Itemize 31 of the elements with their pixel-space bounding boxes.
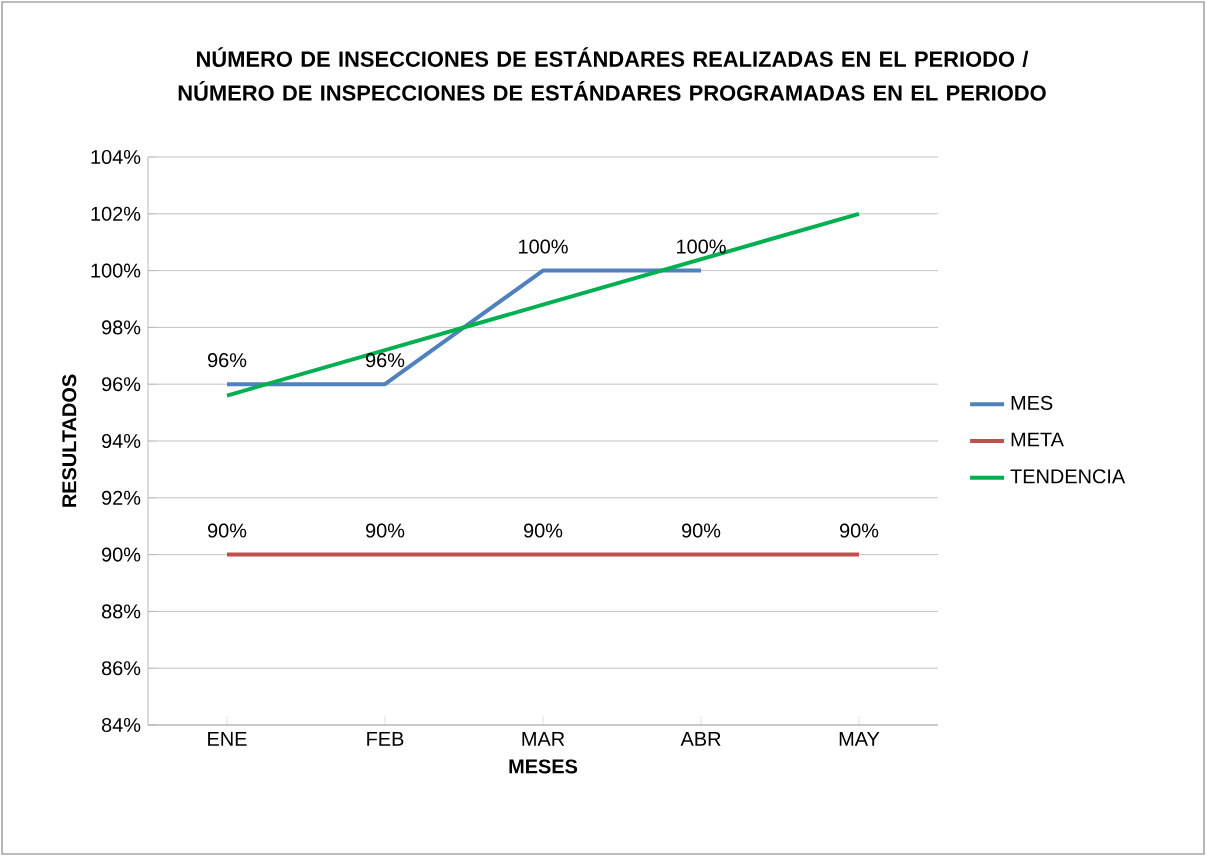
data-label: 90% [682,523,721,538]
y-tick-label: 88% [101,604,141,619]
data-label: 90% [208,523,247,538]
data-label: 90% [366,523,405,538]
y-tick-label: 86% [101,661,141,676]
x-tick-label: MAR [522,732,565,746]
y-tick-label: 104% [91,149,141,165]
y-tick-label: 102% [91,206,141,221]
data-label: 90% [524,523,563,538]
y-axis-title: RESULTADOS [62,374,77,507]
y-tick-label: 84% [101,717,141,733]
data-label: 96% [366,353,405,368]
chart-title: NÚMERO DE INSECCIONES DE ESTÁNDARES REALIZADAS EN EL PERIODO / NÚMERO DE INSPECCIONES DE ESTÁNDARES PROGRAMADAS EN EL PERIODO [178,47,1046,101]
legend-label: MES [1011,395,1053,410]
legend-label: TENDENCIA [1010,469,1126,484]
data-label: 100% [519,239,568,254]
x-tick-label: ENE [208,732,247,746]
data-label: 90% [840,523,879,538]
y-tick-label: 100% [91,263,141,278]
y-tick-label: 96% [102,377,141,392]
y-tick-label: 92% [102,490,141,505]
legend-label: META [1011,432,1064,447]
y-tick-label: 90% [102,547,141,562]
data-label: 100% [677,239,726,254]
x-tick-label: ABR [680,732,721,746]
y-tick-label: 98% [102,320,141,335]
y-tick-label: 94% [102,433,141,449]
x-tick-label: MAY [839,732,880,746]
x-axis-title: MESES [509,759,578,774]
x-tick-label: FEB [367,732,404,746]
data-label: 96% [208,353,247,368]
